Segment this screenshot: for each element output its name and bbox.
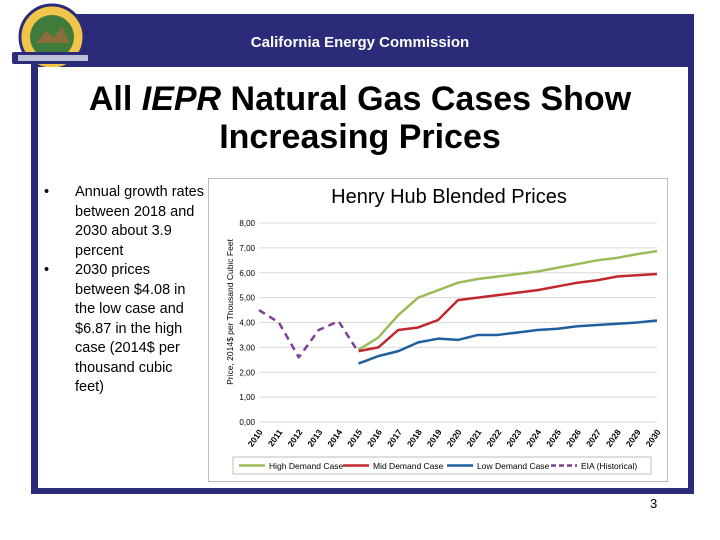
legend-label-historical: EIA (Historical) — [581, 461, 637, 471]
bullet-item: • 2030 prices between $4.08 in the low c… — [44, 261, 204, 398]
title-rest: Natural Gas Cases Show Increasing Prices — [219, 80, 632, 156]
y-tick-label: 5,00 — [239, 294, 255, 303]
y-tick-label: 7,00 — [239, 244, 255, 253]
slide-title: All IEPR Natural Gas Cases Show Increasi… — [40, 80, 680, 156]
x-tick-label: 2017 — [385, 427, 404, 448]
x-tick-label: 2028 — [604, 427, 623, 448]
x-tick-label: 2027 — [584, 427, 603, 448]
x-tick-label: 2025 — [544, 427, 563, 448]
header-bar — [100, 14, 694, 66]
y-tick-label: 0,00 — [239, 418, 255, 427]
x-tick-label: 2015 — [345, 427, 364, 448]
x-tick-label: 2016 — [365, 427, 384, 448]
bullet-list: • Annual growth rates between 2018 and 2… — [44, 183, 204, 398]
x-tick-label: 2024 — [524, 427, 543, 448]
y-tick-label: 6,00 — [239, 269, 255, 278]
x-tick-label: 2029 — [624, 427, 643, 448]
legend-label-mid: Mid Demand Case — [373, 461, 444, 471]
x-tick-label: 2018 — [405, 427, 424, 448]
x-tick-label: 2019 — [425, 427, 444, 448]
x-tick-labels: 2010 2011 2012 2013 2014 2015 2016 2017 2018 2019… — [246, 427, 663, 448]
x-tick-label: 2011 — [266, 427, 285, 448]
chart-container: Henry Hub Blended Prices Price, 2014$ pe… — [208, 178, 668, 482]
bullet-text: Annual growth rates between 2018 and 203… — [75, 184, 204, 259]
series-line-mid — [358, 272, 658, 353]
bullet-text: 2030 prices between $4.08 in the low cas… — [75, 262, 186, 395]
x-tick-label: 2022 — [484, 427, 503, 448]
y-tick-label: 3,00 — [239, 343, 255, 352]
henry-hub-chart: Henry Hub Blended Prices Price, 2014$ pe… — [225, 186, 663, 475]
x-tick-label: 2012 — [285, 427, 304, 448]
series-line-low — [358, 319, 658, 365]
x-tick-label: 2013 — [305, 427, 324, 448]
y-axis-label: Price, 2014$ per Thousand Cubic Feet — [225, 238, 235, 384]
page-number: 3 — [650, 496, 658, 511]
bullet-dot: • — [44, 184, 50, 200]
bullet-item: • Annual growth rates between 2018 and 2… — [44, 183, 204, 261]
legend-label-low: Low Demand Case — [477, 461, 550, 471]
legend-box — [232, 456, 652, 475]
x-tick-label: 2010 — [246, 427, 265, 448]
x-tick-label: 2021 — [464, 427, 483, 448]
cec-seal-logo — [12, 3, 94, 71]
series-line-historical — [258, 309, 360, 359]
y-tick-label: 8,00 — [239, 219, 255, 228]
y-tick-labels: 0,00 1,00 2,00 3,00 4,00 5,00 6,00 7,00 8,00 — [239, 219, 255, 427]
series-line-high — [357, 249, 658, 351]
header-title: California Energy Commission — [250, 34, 470, 51]
title-prefix: All — [88, 80, 142, 118]
series-lines — [258, 249, 658, 365]
x-tick-label: 2014 — [325, 427, 344, 448]
title-italic: IEPR — [141, 80, 222, 118]
y-tick-label: 2,00 — [239, 368, 255, 377]
legend: High Demand Case Mid Demand Case Low Deman… — [232, 456, 652, 475]
x-tick-label: 2023 — [504, 427, 523, 448]
x-tick-label: 2030 — [644, 427, 663, 448]
x-tick-label: 2020 — [445, 427, 464, 448]
bullet-dot: • — [44, 262, 50, 278]
gridlines — [259, 222, 657, 423]
chart-title: Henry Hub Blended Prices — [331, 186, 567, 208]
x-tick-label: 2026 — [564, 427, 583, 448]
y-tick-label: 4,00 — [239, 319, 255, 328]
y-tick-label: 1,00 — [239, 393, 255, 402]
legend-label-high: High Demand Case — [269, 461, 343, 471]
